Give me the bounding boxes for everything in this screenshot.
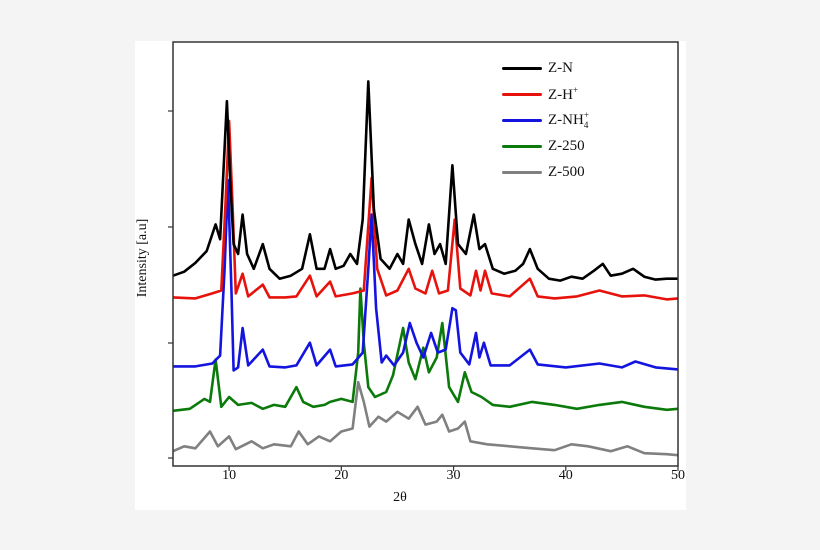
- series-line-z-n: [172, 80, 678, 282]
- series-line-z-500: [172, 380, 679, 457]
- legend-swatch: [502, 66, 542, 70]
- y-axis-label: Intensity [a.u]: [135, 218, 150, 298]
- x-axis-label: 2θ: [393, 490, 407, 505]
- axes-frame: [172, 41, 679, 467]
- series-line-z-nh-: [173, 178, 679, 372]
- legend-swatch: [502, 170, 542, 174]
- legend-item-z-nh4: Z-NH +4: [502, 110, 590, 130]
- legend-label: Z-250: [548, 137, 585, 154]
- x-tick-label: 10: [222, 468, 237, 483]
- x-tick-label: 20: [334, 468, 349, 483]
- legend-label: Z-N: [548, 59, 573, 76]
- legend-swatch: [502, 92, 542, 96]
- series-line-z-h-: [172, 119, 679, 301]
- x-tick-label: 30: [446, 468, 461, 483]
- legend-item-z-n: Z-N: [502, 58, 573, 78]
- legend-label: Z-H+: [548, 84, 579, 103]
- legend-item-z-500: Z-500: [502, 162, 585, 182]
- legend-label: Z-500: [548, 163, 585, 180]
- y-axis-ticks: [168, 110, 173, 459]
- legend-item-z-h: Z-H+: [502, 84, 578, 104]
- x-tick-label: 50: [671, 468, 685, 483]
- series-line-z-250: [172, 287, 679, 413]
- legend-item-z-250: Z-250: [502, 136, 585, 156]
- series-lines: [172, 80, 679, 457]
- legend-swatch: [502, 144, 542, 148]
- x-axis-ticks: [228, 466, 679, 471]
- x-tick-label: 40: [558, 468, 573, 483]
- legend-swatch: [502, 118, 542, 122]
- legend-label: Z-NH +4: [548, 109, 589, 130]
